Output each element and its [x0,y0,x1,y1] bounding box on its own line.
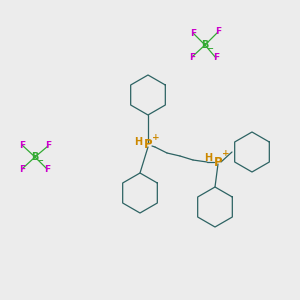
Text: B: B [201,40,209,50]
Text: F: F [19,164,25,173]
Text: F: F [190,28,196,38]
Text: −: − [37,157,44,166]
Text: B: B [31,152,39,162]
Text: F: F [44,164,50,173]
Text: H: H [204,153,212,163]
Text: P: P [214,155,222,169]
Text: F: F [189,52,195,62]
Text: +: + [222,149,230,158]
Text: P: P [144,139,152,152]
Text: F: F [215,28,221,37]
Text: F: F [45,142,51,151]
Text: F: F [213,53,219,62]
Text: H: H [134,137,142,147]
Text: +: + [152,134,160,142]
Text: F: F [19,140,25,149]
Text: −: − [206,44,214,53]
